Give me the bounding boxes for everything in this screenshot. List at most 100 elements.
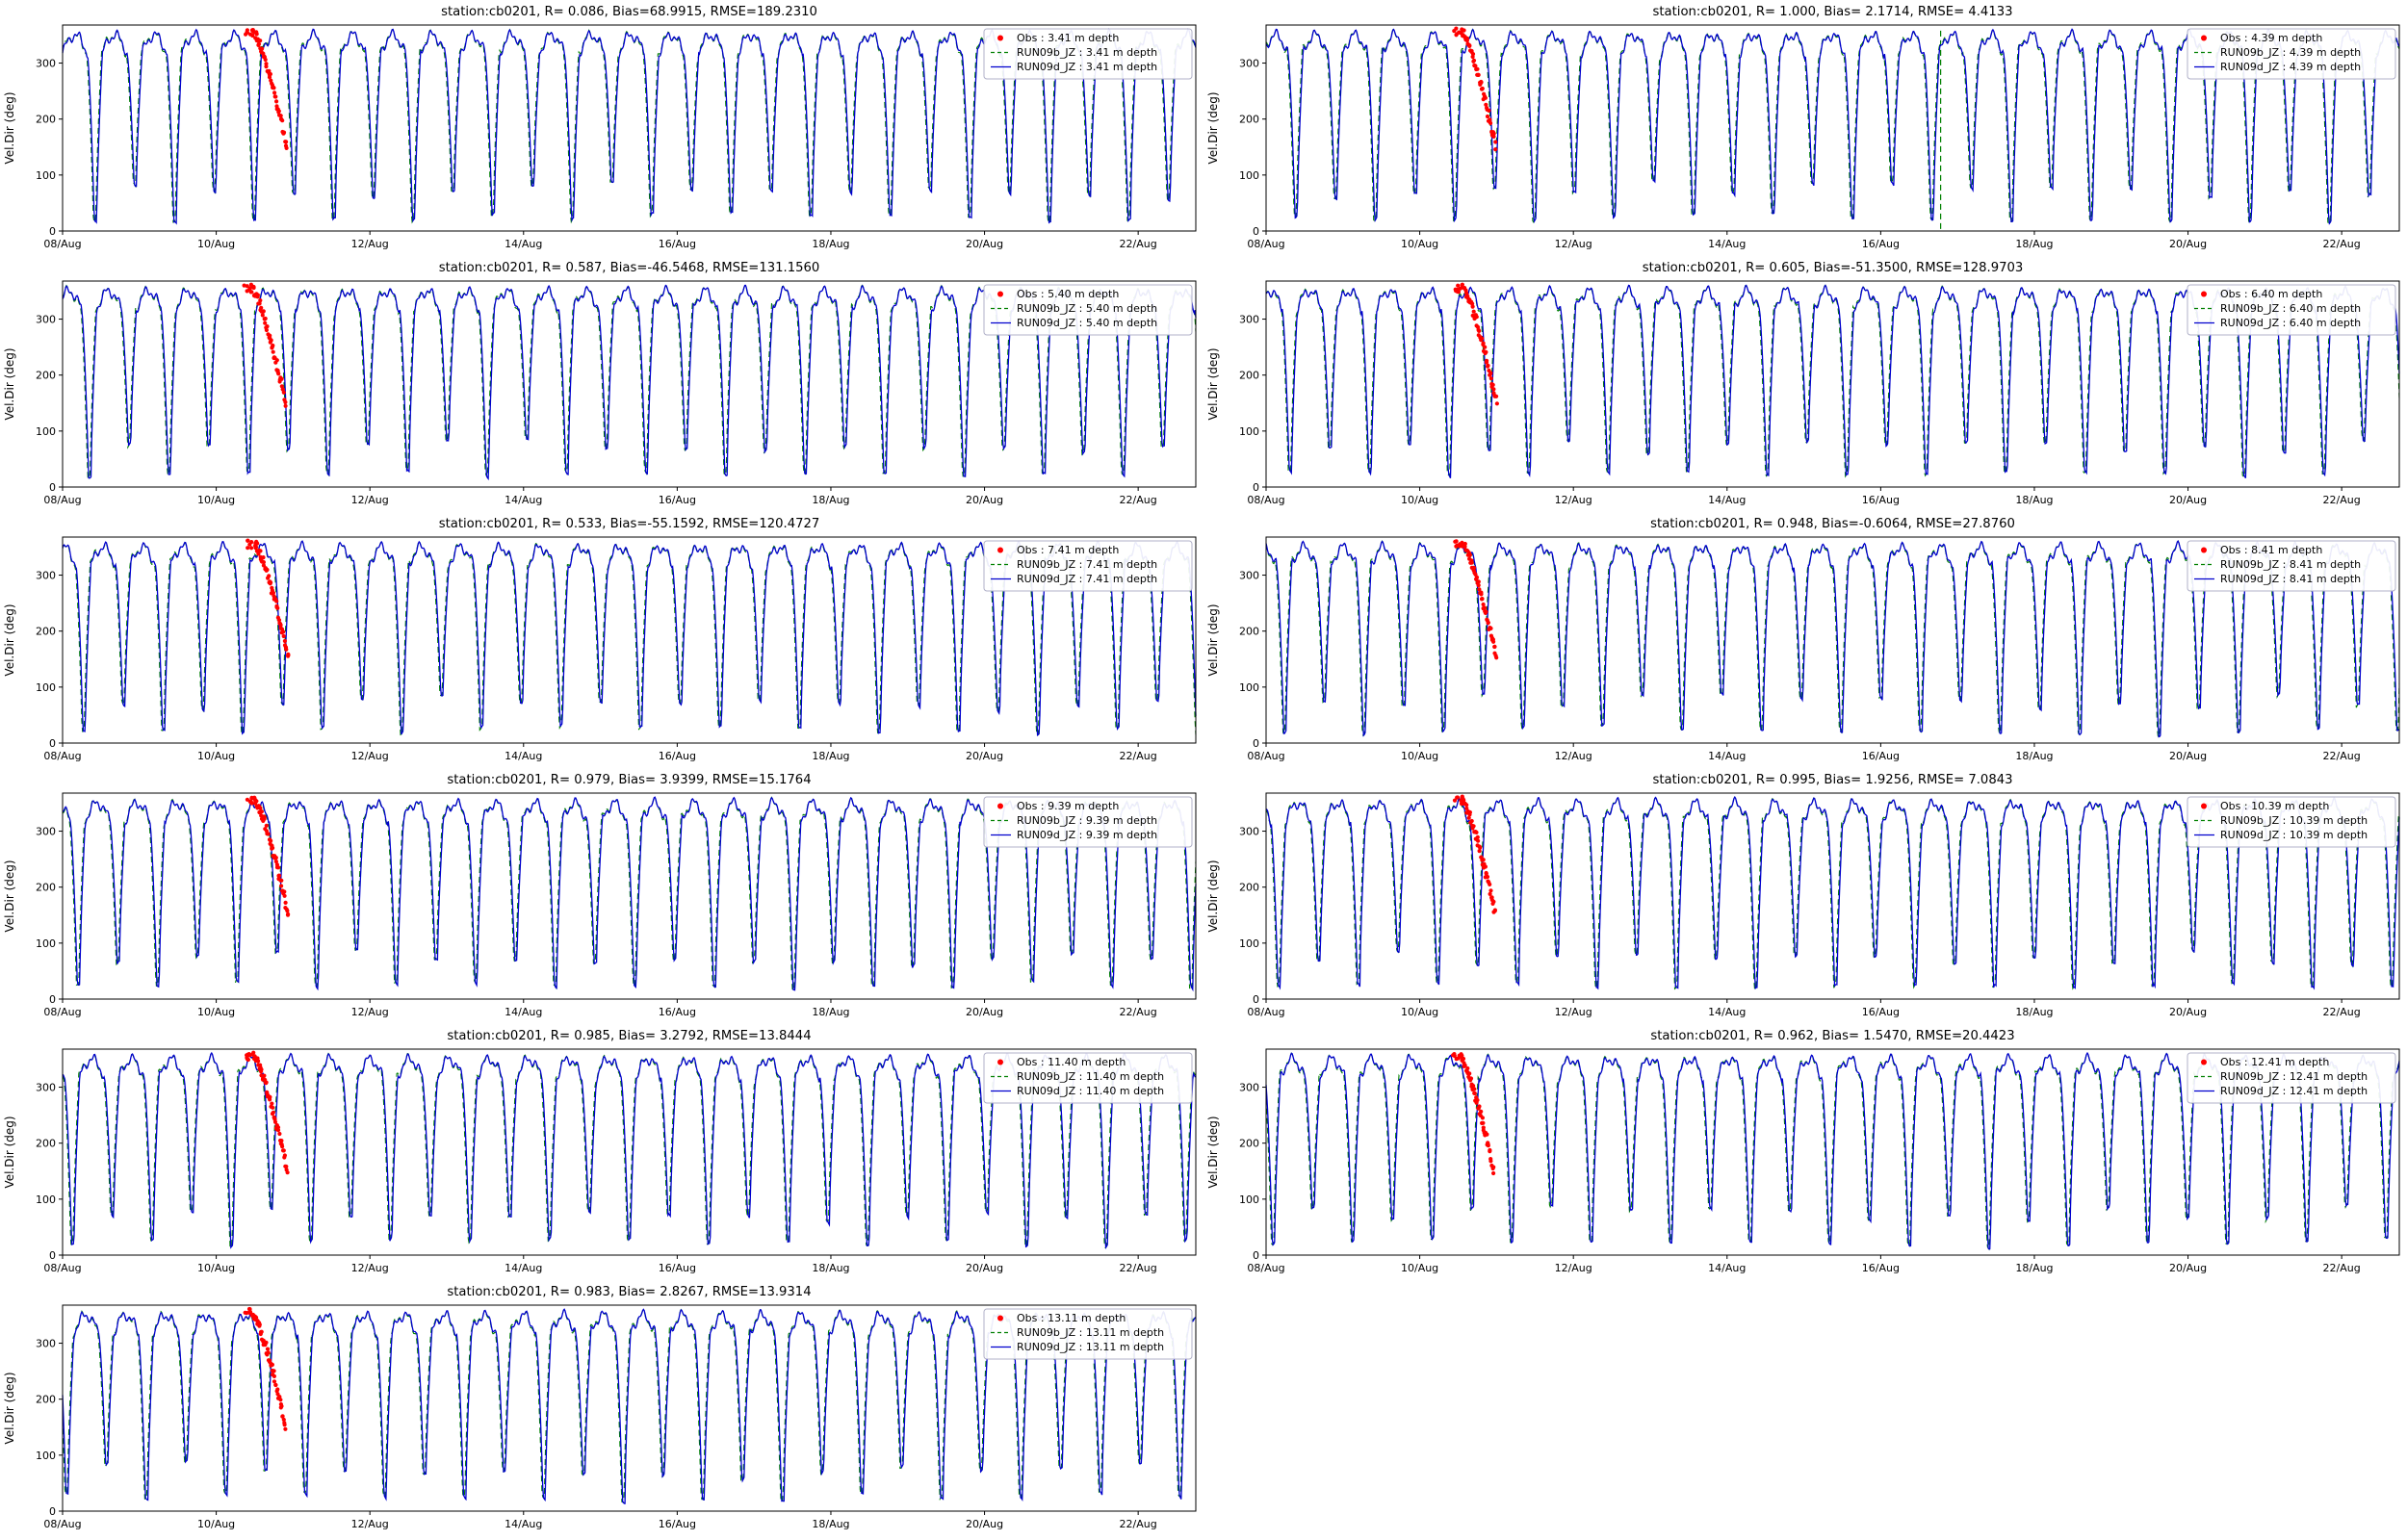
plot-canvas: station:cb0201, R= 1.000, Bias= 2.1714, … <box>1206 5 2400 250</box>
x-tick-label: 22/Aug <box>1120 1518 1157 1530</box>
subplot-4.39m: station:cb0201, R= 1.000, Bias= 2.1714, … <box>1204 0 2407 256</box>
plot-frame <box>62 280 1197 488</box>
plot-title: station:cb0201, R= 0.985, Bias= 3.2792, … <box>447 1029 811 1043</box>
subplot-13.11m: station:cb0201, R= 0.983, Bias= 2.8267, … <box>0 1280 1204 1536</box>
x-tick-label: 08/Aug <box>43 1262 81 1274</box>
legend-run09b-label: RUN09b_JZ : 10.39 m depth <box>2220 814 2368 827</box>
obs-points <box>242 282 288 408</box>
y-tick-label: 100 <box>36 169 56 182</box>
plot-frame <box>62 536 1197 744</box>
y-tick-label: 300 <box>36 1338 56 1350</box>
plot-title: station:cb0201, R= 0.983, Bias= 2.8267, … <box>447 1285 811 1299</box>
legend: Obs : 10.39 m depth RUN09b_JZ : 10.39 m d… <box>2187 796 2396 848</box>
x-tick-label: 16/Aug <box>659 750 696 762</box>
legend-obs-label: Obs : 7.41 m depth <box>1017 544 1119 556</box>
plot-frame <box>1265 536 2400 744</box>
y-tick-label: 200 <box>1239 626 1259 638</box>
y-tick-label: 0 <box>49 1505 56 1518</box>
x-tick-label: 20/Aug <box>966 750 1003 762</box>
subplot-5.40m: station:cb0201, R= 0.587, Bias=-46.5468,… <box>0 256 1204 512</box>
y-tick-label: 300 <box>1239 1082 1259 1094</box>
legend-run09d-label: RUN09d_JZ : 4.39 m depth <box>2220 61 2361 73</box>
legend-run09b-label: RUN09b_JZ : 5.40 m depth <box>1017 302 1157 315</box>
plot-title: station:cb0201, R= 0.962, Bias= 1.5470, … <box>1650 1029 2014 1043</box>
legend: Obs : 9.39 m depth RUN09b_JZ : 9.39 m dep… <box>983 796 1193 848</box>
x-tick-label: 18/Aug <box>2015 750 2053 762</box>
x-tick-label: 20/Aug <box>2169 750 2207 762</box>
x-tick-label: 14/Aug <box>1708 1006 1746 1018</box>
plot-canvas: station:cb0201, R= 0.587, Bias=-46.5468,… <box>3 261 1197 506</box>
y-tick-label: 300 <box>36 826 56 838</box>
y-tick-label: 300 <box>36 314 56 326</box>
x-tick-label: 20/Aug <box>2169 1006 2207 1018</box>
x-tick-label: 10/Aug <box>197 238 235 250</box>
y-tick-label: 0 <box>49 481 56 494</box>
plot-canvas: station:cb0201, R= 0.979, Bias= 3.9399, … <box>3 773 1197 1018</box>
x-tick-label: 12/Aug <box>351 238 389 250</box>
plot-title: station:cb0201, R= 0.995, Bias= 1.9256, … <box>1653 773 2013 787</box>
plot-frame <box>62 24 1197 232</box>
y-tick-label: 100 <box>36 681 56 694</box>
legend-run09d-label: RUN09d_JZ : 9.39 m depth <box>1017 829 1157 841</box>
subplot-11.40m: station:cb0201, R= 0.985, Bias= 3.2792, … <box>0 1024 1204 1280</box>
y-tick-label: 300 <box>1239 826 1259 838</box>
x-tick-label: 22/Aug <box>1120 494 1157 506</box>
x-tick-label: 22/Aug <box>1120 238 1157 250</box>
plot-frame <box>1265 24 2400 232</box>
legend-run09b-label: RUN09b_JZ : 11.40 m depth <box>1017 1070 1164 1083</box>
x-tick-label: 10/Aug <box>197 1262 235 1274</box>
plot-canvas: station:cb0201, R= 0.605, Bias=-51.3500,… <box>1206 261 2400 506</box>
y-tick-label: 100 <box>36 425 56 438</box>
x-tick-label: 10/Aug <box>197 1518 235 1530</box>
x-tick-label: 10/Aug <box>1401 1006 1438 1018</box>
y-tick-label: 200 <box>36 882 56 894</box>
obs-points <box>1451 1052 1496 1176</box>
obs-points <box>246 538 291 658</box>
legend-run09b-label: RUN09b_JZ : 12.41 m depth <box>2220 1070 2368 1083</box>
x-tick-label: 16/Aug <box>659 1262 696 1274</box>
plot-frame <box>1265 792 2400 1000</box>
legend-run09d-label: RUN09d_JZ : 7.41 m depth <box>1017 573 1157 585</box>
y-tick-label: 200 <box>1239 1138 1259 1150</box>
x-tick-label: 16/Aug <box>1862 494 1900 506</box>
x-tick-label: 22/Aug <box>1120 1006 1157 1018</box>
x-tick-label: 08/Aug <box>1247 1262 1284 1274</box>
y-tick-label: 0 <box>1253 481 1259 494</box>
x-tick-label: 16/Aug <box>1862 1262 1900 1274</box>
y-tick-label: 300 <box>36 570 56 582</box>
x-tick-label: 12/Aug <box>1555 494 1592 506</box>
legend-obs-label: Obs : 9.39 m depth <box>1017 800 1119 812</box>
x-tick-label: 14/Aug <box>505 494 542 506</box>
x-tick-label: 22/Aug <box>2323 238 2361 250</box>
x-tick-label: 22/Aug <box>1120 1262 1157 1274</box>
x-tick-label: 10/Aug <box>1401 1262 1438 1274</box>
y-tick-label: 0 <box>49 1249 56 1262</box>
legend-run09d-label: RUN09d_JZ : 11.40 m depth <box>1017 1085 1164 1097</box>
x-tick-label: 12/Aug <box>351 1006 389 1018</box>
y-tick-label: 0 <box>49 225 56 238</box>
plot-title: station:cb0201, R= 0.533, Bias=-55.1592,… <box>439 517 820 531</box>
x-tick-label: 18/Aug <box>812 750 849 762</box>
x-tick-label: 14/Aug <box>1708 1262 1746 1274</box>
legend: Obs : 11.40 m depth RUN09b_JZ : 11.40 m d… <box>983 1052 1193 1104</box>
x-tick-label: 14/Aug <box>505 1262 542 1274</box>
legend-run09d-label: RUN09d_JZ : 5.40 m depth <box>1017 317 1157 329</box>
x-tick-label: 10/Aug <box>1401 238 1438 250</box>
x-tick-label: 20/Aug <box>966 1262 1003 1274</box>
y-axis-label: Vel.Dir (deg) <box>3 91 16 164</box>
x-tick-label: 20/Aug <box>966 1006 1003 1018</box>
legend-obs-label: Obs : 3.41 m depth <box>1017 32 1119 44</box>
legend: Obs : 12.41 m depth RUN09b_JZ : 12.41 m d… <box>2187 1052 2396 1104</box>
y-tick-label: 0 <box>1253 737 1259 750</box>
run09b-line <box>62 284 1197 479</box>
y-tick-label: 300 <box>1239 58 1259 70</box>
subplot-12.41m: station:cb0201, R= 0.962, Bias= 1.5470, … <box>1204 1024 2407 1280</box>
y-tick-label: 100 <box>1239 425 1259 438</box>
run09d-line <box>62 28 1197 225</box>
legend-run09b-label: RUN09b_JZ : 3.41 m depth <box>1017 46 1157 59</box>
obs-points <box>245 795 291 917</box>
y-tick-label: 100 <box>1239 169 1259 182</box>
legend-obs-label: Obs : 10.39 m depth <box>2220 800 2329 812</box>
y-tick-label: 100 <box>1239 1194 1259 1206</box>
y-tick-label: 100 <box>1239 681 1259 694</box>
